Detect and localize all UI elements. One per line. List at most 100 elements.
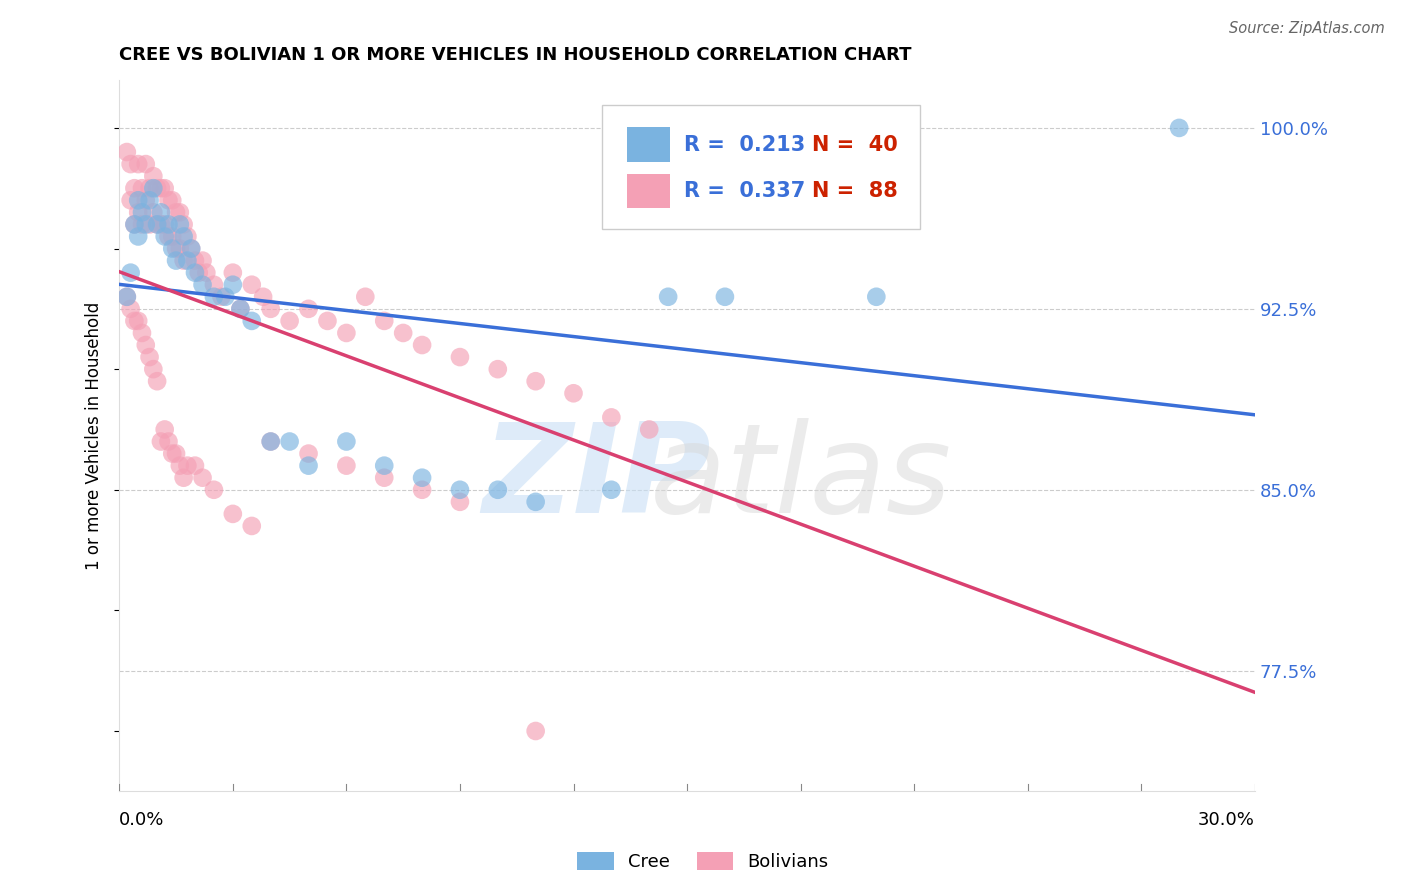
Point — [222, 277, 245, 292]
Point — [335, 326, 357, 340]
Text: atlas: atlas — [650, 417, 952, 539]
Point — [127, 194, 149, 208]
Point — [676, 194, 699, 208]
Point — [202, 277, 225, 292]
Point — [115, 290, 138, 304]
Point — [191, 277, 214, 292]
Point — [142, 169, 165, 183]
Point — [162, 242, 184, 256]
Point — [127, 314, 149, 328]
Point — [173, 253, 195, 268]
Point — [142, 205, 165, 219]
Point — [138, 194, 160, 208]
Point — [297, 446, 319, 460]
Text: R =  0.213: R = 0.213 — [683, 135, 804, 155]
Point — [115, 145, 138, 159]
Point — [373, 471, 395, 485]
Point — [184, 458, 207, 473]
Point — [124, 181, 146, 195]
Point — [865, 290, 887, 304]
Point — [127, 229, 149, 244]
Text: ZIP: ZIP — [482, 417, 710, 539]
Point — [131, 205, 153, 219]
Point — [173, 229, 195, 244]
Point — [176, 458, 198, 473]
Point — [176, 229, 198, 244]
Point — [240, 277, 263, 292]
Point — [127, 157, 149, 171]
Point — [278, 434, 301, 449]
Point — [165, 446, 187, 460]
Point — [260, 434, 283, 449]
Point — [115, 290, 138, 304]
Point — [222, 507, 245, 521]
Point — [149, 205, 172, 219]
Point — [173, 218, 195, 232]
Point — [176, 253, 198, 268]
Point — [657, 290, 679, 304]
Point — [135, 194, 157, 208]
Point — [142, 181, 165, 195]
Point — [240, 314, 263, 328]
Text: 0.0%: 0.0% — [120, 811, 165, 829]
Point — [135, 338, 157, 352]
Legend: Cree, Bolivians: Cree, Bolivians — [571, 845, 835, 879]
Text: N =  88: N = 88 — [813, 181, 898, 201]
Text: Source: ZipAtlas.com: Source: ZipAtlas.com — [1229, 21, 1385, 36]
Point — [335, 434, 357, 449]
Point — [173, 471, 195, 485]
Text: CREE VS BOLIVIAN 1 OR MORE VEHICLES IN HOUSEHOLD CORRELATION CHART: CREE VS BOLIVIAN 1 OR MORE VEHICLES IN H… — [120, 46, 911, 64]
Point — [714, 290, 737, 304]
Point — [124, 218, 146, 232]
Point — [638, 422, 661, 436]
Point — [524, 374, 547, 388]
Point — [191, 253, 214, 268]
Point — [180, 242, 202, 256]
Point — [127, 205, 149, 219]
Point — [131, 326, 153, 340]
Point — [138, 181, 160, 195]
Point — [392, 326, 415, 340]
Point — [486, 362, 509, 376]
Point — [335, 458, 357, 473]
Point — [411, 338, 433, 352]
Point — [229, 301, 252, 316]
Point — [165, 253, 187, 268]
FancyBboxPatch shape — [602, 104, 920, 229]
FancyBboxPatch shape — [627, 174, 671, 208]
Point — [187, 266, 209, 280]
Point — [297, 458, 319, 473]
Point — [214, 290, 236, 304]
Point — [184, 253, 207, 268]
Point — [146, 374, 169, 388]
Point — [373, 458, 395, 473]
Point — [157, 218, 180, 232]
Point — [354, 290, 377, 304]
Point — [202, 290, 225, 304]
Point — [373, 314, 395, 328]
Point — [124, 218, 146, 232]
Text: 30.0%: 30.0% — [1198, 811, 1256, 829]
Point — [411, 471, 433, 485]
Point — [146, 218, 169, 232]
Point — [600, 483, 623, 497]
Point — [138, 218, 160, 232]
Point — [278, 314, 301, 328]
Point — [316, 314, 339, 328]
Point — [131, 218, 153, 232]
Point — [169, 218, 191, 232]
Point — [120, 194, 142, 208]
Point — [120, 157, 142, 171]
Point — [142, 362, 165, 376]
Point — [120, 266, 142, 280]
Point — [524, 724, 547, 739]
Point — [157, 434, 180, 449]
Point — [600, 410, 623, 425]
Point — [149, 434, 172, 449]
Text: N =  40: N = 40 — [813, 135, 898, 155]
Point — [165, 205, 187, 219]
Point — [486, 483, 509, 497]
Point — [146, 218, 169, 232]
Point — [146, 181, 169, 195]
Point — [252, 290, 274, 304]
